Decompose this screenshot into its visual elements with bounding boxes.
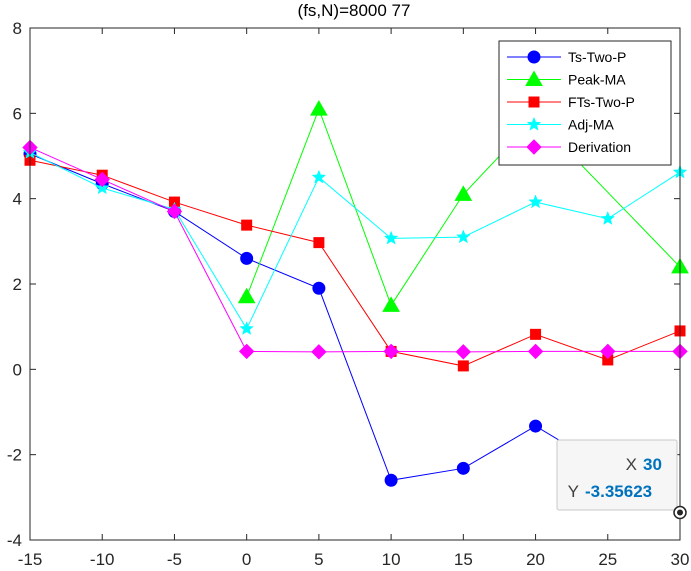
datatip-x-label: X [626,455,637,474]
legend-label: FTs-Two-P [568,94,635,110]
legend-item-fts-two-p[interactable]: FTs-Two-P [507,94,635,110]
datatip-box [556,439,678,511]
data-point-derivation[interactable] [311,344,327,360]
y-tick-label: 0 [13,360,22,379]
x-tick-label: -5 [167,550,182,569]
x-tick-label: -15 [18,550,43,569]
data-point-ts-two-p[interactable] [312,281,326,295]
series-line-derivation [29,147,680,353]
chart-title: (fs,N)=8000 77 [298,1,411,20]
series-derivation [22,139,688,360]
data-point-derivation[interactable] [600,343,616,360]
y-tick-label: 8 [13,19,22,38]
plot-box [29,27,681,541]
data-point-adj-ma[interactable] [456,229,471,244]
legend-label: Adj-MA [568,117,615,133]
legend-marker-ts-two-p[interactable] [527,50,541,64]
y-tick-label: -4 [7,531,22,550]
data-point-peak-ma[interactable] [382,296,400,312]
x-tick-label: 0 [242,550,251,569]
data-point-derivation[interactable] [94,171,110,188]
series-line-fts-two-p [29,159,681,367]
legend-item-peak-ma[interactable]: Peak-MA [507,70,626,88]
datatip-y-value: -3.35623 [585,482,652,501]
data-point-derivation[interactable] [238,343,255,360]
x-tick-label: 10 [382,550,401,569]
legend-marker-peak-ma[interactable] [525,70,543,86]
data-point-adj-ma[interactable] [94,180,110,195]
data-point-adj-ma[interactable] [528,194,543,209]
data-point-adj-ma[interactable] [600,211,616,225]
data-point-derivation[interactable] [527,343,544,360]
datatip[interactable]: X 30 Y -3.35623 [556,439,687,520]
data-point-peak-ma[interactable] [310,100,328,116]
datatip-x-value: 30 [643,455,662,474]
series-layer [22,100,689,520]
x-tick-label: 15 [454,550,473,569]
data-point-peak-ma[interactable] [454,185,473,201]
data-point-adj-ma[interactable] [239,321,254,336]
y-tick-label: -2 [7,446,22,465]
data-point-fts-two-p[interactable] [241,219,253,231]
data-point-fts-two-p[interactable] [530,328,542,340]
legend-item-derivation[interactable]: Derivation [507,139,631,155]
legend-marker-derivation[interactable] [526,139,542,155]
legend-label: Derivation [568,139,631,155]
x-tick-label: 20 [526,550,545,569]
data-point-derivation[interactable] [455,344,472,360]
data-point-ts-two-p[interactable] [456,461,470,475]
legend-item-adj-ma[interactable]: Adj-MA [507,117,615,133]
legend-label: Peak-MA [568,72,626,88]
legend-marker-fts-two-p[interactable] [528,96,540,108]
data-point-adj-ma[interactable] [311,169,327,184]
data-point-ts-two-p[interactable] [384,473,398,487]
legend-box [498,40,672,166]
legend-item-ts-two-p[interactable]: Ts-Two-P [507,49,626,65]
datatip-y-label: Y [568,482,579,501]
series-line-adj-ma [29,152,681,330]
datatip-marker-dot [677,509,683,516]
data-point-fts-two-p[interactable] [457,360,469,372]
data-point-ts-two-p[interactable] [529,419,543,433]
data-point-ts-two-p[interactable] [240,251,254,265]
y-axis-ticks: -4 -2 0 2 4 6 8 [7,19,680,550]
legend[interactable]: Ts-Two-P Peak-MA FTs-Two-P Adj-MA Derivation [498,40,672,166]
x-tick-label: 30 [671,550,690,569]
data-point-fts-two-p[interactable] [313,237,325,249]
data-point-adj-ma[interactable] [383,230,399,245]
x-tick-label: 25 [598,550,617,569]
legend-marker-adj-ma[interactable] [526,116,542,131]
y-tick-label: 4 [13,190,22,209]
y-tick-label: 2 [13,275,22,294]
data-point-peak-ma[interactable] [237,287,256,304]
x-tick-label: 5 [314,550,323,569]
y-tick-label: 6 [13,104,22,123]
x-tick-label: -10 [90,550,115,569]
data-point-derivation[interactable] [166,203,183,220]
data-point-derivation[interactable] [383,343,399,360]
legend-label: Ts-Two-P [568,49,626,65]
